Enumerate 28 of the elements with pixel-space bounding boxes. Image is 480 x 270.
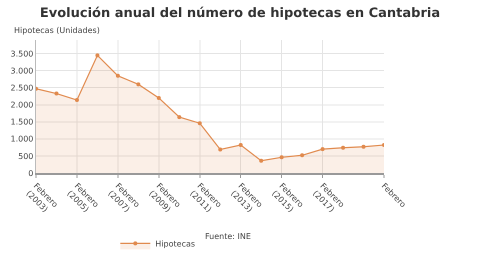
point xyxy=(320,147,325,152)
y-axis-title: Hipotecas (Unidades) xyxy=(14,26,100,35)
point xyxy=(218,147,222,152)
point xyxy=(54,92,58,96)
y-tick-label: 2.000 xyxy=(10,100,34,110)
y-tick-label: 500 xyxy=(18,152,34,161)
point xyxy=(177,115,182,120)
point xyxy=(156,96,161,100)
legend-label: Hipotecas xyxy=(155,239,196,248)
y-tick-label: 1.000 xyxy=(10,134,34,144)
y-tick-label: 3.500 xyxy=(10,49,34,58)
y-tick-label: 2.500 xyxy=(10,84,34,93)
point xyxy=(116,74,120,78)
point xyxy=(136,82,140,86)
point xyxy=(341,146,346,150)
point xyxy=(74,98,79,102)
y-tick-label: 3.000 xyxy=(10,66,34,76)
point xyxy=(259,158,264,163)
point xyxy=(300,153,304,158)
point xyxy=(238,143,243,148)
chart-title: Evolución anual del número de hipotecas en Cantabria xyxy=(40,6,440,22)
point xyxy=(198,121,202,126)
y-tick-label: 1.500 xyxy=(10,118,34,127)
point xyxy=(95,53,100,58)
point xyxy=(362,144,366,149)
point xyxy=(280,155,284,160)
y-tick-label: 0 xyxy=(28,168,34,178)
source-note: Fuente: INE xyxy=(205,232,251,241)
